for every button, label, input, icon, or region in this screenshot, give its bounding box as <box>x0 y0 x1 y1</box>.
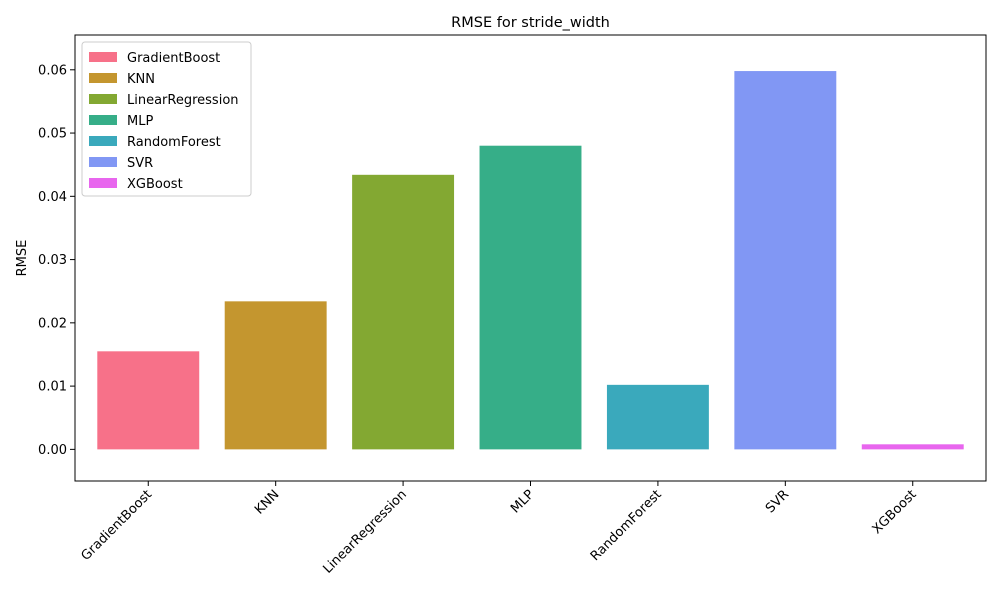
y-tick-label: 0.02 <box>38 316 67 331</box>
y-axis-label: RMSE <box>15 240 30 277</box>
legend: GradientBoost KNN LinearRegression MLP Rando… <box>81 41 252 197</box>
legend-label: SVR <box>127 156 153 171</box>
bar-randomforest <box>606 384 709 450</box>
legend-label: KNN <box>127 72 155 87</box>
legend-box <box>81 41 252 197</box>
y-tick-label: 0.01 <box>38 380 67 395</box>
legend-label: GradientBoost <box>127 51 220 66</box>
bar-mlp <box>479 145 582 450</box>
y-tick-label: 0.03 <box>38 253 67 268</box>
chart-title: RMSE for stride_width <box>451 15 610 31</box>
legend-swatch <box>89 52 117 62</box>
legend-swatch <box>89 94 117 104</box>
bars-group <box>97 71 964 450</box>
bar-xgboost <box>861 444 964 450</box>
y-tick-label: 0.06 <box>38 63 67 78</box>
x-tick-label: GradientBoost <box>79 487 156 564</box>
legend-label: MLP <box>127 114 153 129</box>
legend-swatch <box>89 136 117 146</box>
x-tick-label: MLP <box>508 487 537 516</box>
y-tick-label: 0.04 <box>38 190 67 205</box>
legend-swatch <box>89 178 117 188</box>
x-tick-label: LinearRegression <box>320 487 409 576</box>
legend-swatch <box>89 157 117 167</box>
x-axis-ticks: GradientBoost KNN LinearRegression MLP Rando… <box>79 481 920 577</box>
x-tick-label: RandomForest <box>588 487 665 564</box>
legend-label: RandomForest <box>127 135 221 150</box>
x-tick-label: KNN <box>252 487 282 517</box>
y-axis-ticks: 0.00 0.01 0.02 0.03 0.04 0.05 0.06 <box>38 63 75 458</box>
legend-swatch <box>89 73 117 83</box>
legend-label: LinearRegression <box>127 93 239 108</box>
plot-frame <box>74 34 987 482</box>
legend-label: XGBoost <box>127 177 183 192</box>
y-tick-label: 0.00 <box>38 443 67 458</box>
bar-svr <box>734 71 837 450</box>
bar-knn <box>224 301 327 450</box>
bar-gradientboost <box>97 351 200 450</box>
y-tick-label: 0.05 <box>38 127 67 142</box>
x-tick-label: SVR <box>763 487 792 516</box>
bar-linearregression <box>352 174 455 450</box>
x-tick-label: XGBoost <box>870 487 920 537</box>
legend-swatch <box>89 115 117 125</box>
